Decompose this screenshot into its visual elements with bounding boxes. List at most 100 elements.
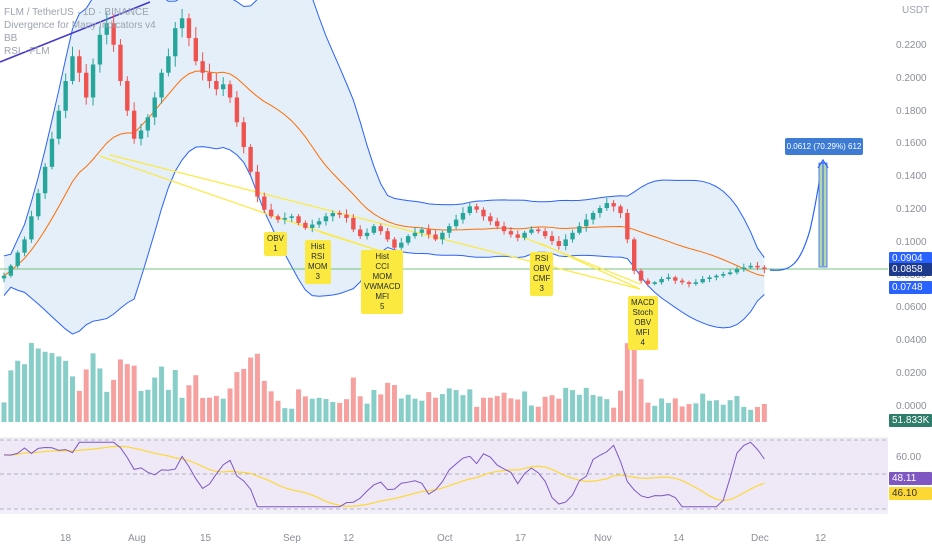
volume-bar — [241, 368, 247, 422]
legend-indicator-bb[interactable]: BB — [4, 33, 18, 44]
volume-bar — [63, 360, 69, 422]
measure-label[interactable]: 0.0612 (70.29%) 612 — [785, 138, 863, 155]
volume-bar — [22, 364, 28, 422]
legend-indicator-rsi[interactable]: RSI · FLM — [4, 46, 50, 57]
candle-body — [522, 232, 527, 238]
candle-body — [275, 216, 281, 220]
candle-body — [193, 38, 198, 62]
candle-body — [255, 171, 260, 197]
volume-bar — [590, 394, 596, 422]
candle-body — [371, 226, 377, 233]
volume-bar — [70, 376, 75, 422]
divergence-note: RSI OBV CMF 3 — [530, 252, 554, 296]
candle-body — [515, 234, 520, 238]
volume-bar — [398, 398, 404, 422]
volume-bar — [535, 406, 541, 422]
volume-bar — [474, 406, 480, 422]
volume-bar — [583, 387, 589, 422]
time-axis-label: 15 — [200, 533, 212, 544]
candle-body — [495, 221, 500, 227]
candle-body — [166, 56, 171, 73]
price-axis-label: 0.1600 — [896, 138, 927, 150]
rsi-axis-label: 60.00 — [896, 452, 922, 463]
candle-body — [97, 34, 103, 65]
volume-bar — [522, 391, 528, 422]
legend-symbol[interactable]: FLM / TetherUS · 1D · BINANCE — [4, 7, 149, 18]
rsi-line — [3, 441, 765, 508]
candle-body — [358, 229, 363, 237]
candle-body — [268, 209, 274, 217]
volume-bar — [131, 365, 137, 422]
rsi-ma-line — [3, 445, 765, 508]
volume-bar — [42, 351, 48, 422]
time-axis-label: Dec — [751, 533, 769, 544]
bb-upper-line — [3, 0, 765, 258]
volume-bar — [576, 394, 582, 422]
volume-bar — [720, 404, 726, 422]
price-axis-label: 0.1400 — [896, 171, 927, 183]
rsi-band — [0, 440, 888, 509]
volume-bar — [652, 405, 658, 422]
volume-bar — [570, 390, 576, 422]
candle-body — [90, 64, 96, 98]
candle-body — [15, 252, 20, 266]
candle-body — [241, 122, 246, 147]
volume-bar — [220, 398, 226, 422]
volume-bar — [186, 385, 192, 422]
volume-bar — [323, 399, 329, 422]
candle-body — [36, 193, 41, 217]
volume-bar — [145, 389, 151, 422]
volume-bar — [234, 372, 240, 422]
volume-bar — [309, 398, 315, 422]
volume-bar — [748, 409, 754, 422]
candle-body — [673, 277, 678, 281]
volume-bar — [138, 390, 144, 422]
volume-bar — [549, 395, 555, 422]
candle-body — [686, 282, 692, 284]
volume-bar — [624, 343, 630, 422]
divergence-note: MACD Stoch OBV MFI 4 — [628, 296, 658, 350]
candle-body — [296, 216, 301, 223]
candle-body — [385, 231, 390, 240]
candle-body — [111, 23, 116, 45]
candle-body — [625, 213, 630, 240]
divergence-note: Hist CCI MOM VWMACD MFI 5 — [361, 250, 404, 314]
candle-body — [542, 231, 548, 237]
candle-body — [645, 280, 651, 284]
volume-bar — [693, 403, 699, 422]
volume-bar — [378, 394, 384, 422]
volume-bar — [419, 400, 425, 422]
volume-bar — [563, 387, 569, 422]
currency-label[interactable]: USDT — [902, 5, 930, 16]
volume-bar — [357, 396, 363, 422]
candle-body — [447, 226, 452, 233]
candle-body — [152, 97, 157, 118]
candle-body — [412, 232, 418, 237]
volume-bar — [289, 408, 295, 422]
candle-body — [440, 232, 445, 240]
candle-body — [316, 221, 322, 225]
volume-bar — [200, 397, 206, 422]
volume-bar — [28, 343, 34, 422]
candle-body — [118, 44, 123, 81]
volume-bar — [49, 353, 55, 422]
candle-body — [604, 203, 609, 209]
candle-body — [248, 147, 253, 172]
candle-body — [378, 226, 383, 232]
volume-bar — [481, 397, 486, 422]
volume-bar — [460, 395, 466, 422]
candle-body — [70, 56, 75, 81]
candle-body — [536, 229, 541, 232]
candle-body — [262, 196, 267, 210]
candle-body — [200, 61, 205, 73]
volume-bar — [8, 370, 14, 422]
rsi-ma-tag: 46.10 — [889, 487, 932, 500]
volume-bar — [83, 369, 89, 422]
candle-body — [234, 97, 240, 123]
volume-bar — [344, 399, 349, 422]
candle-body — [310, 224, 315, 228]
candle-body — [221, 84, 226, 90]
legend-indicator-divergence[interactable]: Divergence for Many Indicators v4 — [4, 20, 156, 31]
